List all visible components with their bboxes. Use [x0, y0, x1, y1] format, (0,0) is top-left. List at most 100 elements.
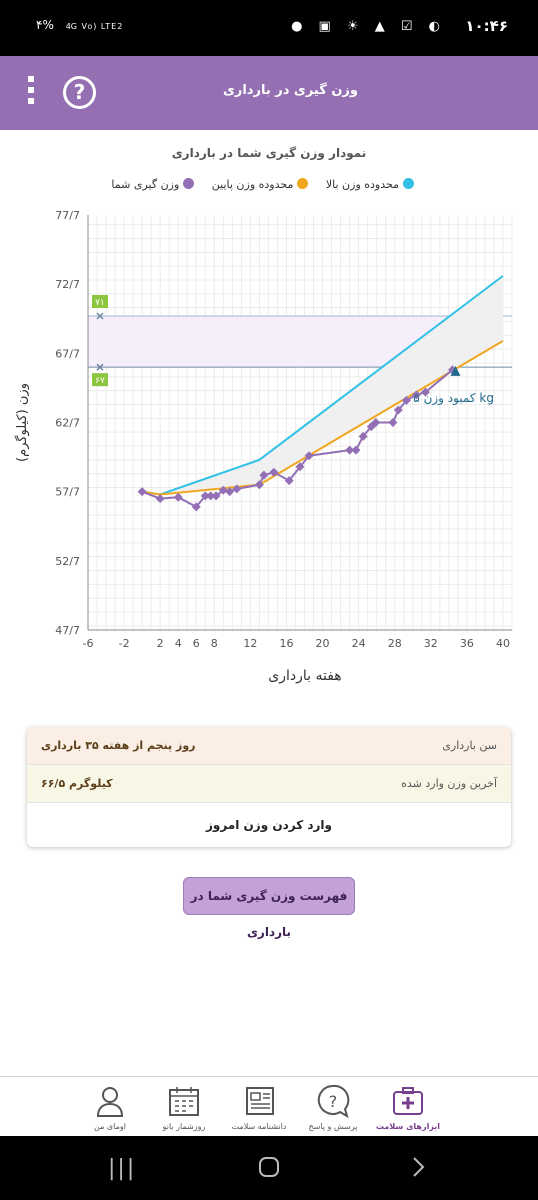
y-axis-title: وزن (کیلوگرم): [14, 383, 30, 462]
legend-dot-lower: [297, 178, 309, 189]
weight-point[interactable]: [401, 395, 411, 405]
weight-point[interactable]: [173, 492, 183, 502]
profile-icon: [96, 1087, 124, 1117]
legend-item-yours[interactable]: وزن گیری شما: [111, 178, 195, 191]
nav-item-health-tools[interactable]: ابزارهای سلامت: [368, 1083, 448, 1131]
weight-point[interactable]: [351, 445, 361, 455]
nav-label-encyclopedia: دانشنامه سلامت: [231, 1122, 287, 1131]
last-weight-row: آخرین وزن وارد شده ۶۶/۵ کیلوگرم: [27, 765, 511, 803]
target-weight-band: [88, 315, 453, 368]
weight-point[interactable]: [211, 491, 221, 501]
weight-point[interactable]: [284, 476, 294, 486]
band-upper-badge: [92, 294, 108, 308]
underweight-marker-icon: [450, 365, 461, 376]
back-icon[interactable]: [412, 1156, 426, 1184]
nav-item-calendar[interactable]: روزشمار بانو: [144, 1083, 224, 1131]
pregnancy-age-label: سن بارداری: [442, 739, 497, 752]
system-nav-bar: |||: [0, 1136, 538, 1200]
notification-icons: ● ▣ ☀ ▲ ☑ ◐: [291, 19, 446, 34]
last-weight-label: آخرین وزن وارد شده: [401, 777, 497, 790]
underweight-annotation: کمبود وزن ۵ kg: [413, 391, 494, 406]
weight-point[interactable]: [218, 485, 228, 495]
page-title: وزن گیری در بارداری: [222, 83, 358, 98]
band-upper-marker: [96, 312, 104, 320]
x-tick-label: 20: [316, 637, 330, 650]
newspaper-icon: [246, 1087, 274, 1115]
legend-label-yours: وزن گیری شما: [111, 178, 180, 191]
app-bar: ? وزن گیری در بارداری: [0, 56, 538, 130]
weight-point[interactable]: [304, 451, 314, 461]
weight-point[interactable]: [358, 431, 368, 441]
x-tick-label: -6: [83, 637, 94, 650]
x-tick-label: 12: [243, 637, 257, 650]
chart-legend: محدوده وزن بالا محدوده وزن پایین وزن گیر…: [97, 178, 414, 191]
nav-item-encyclopedia[interactable]: دانشنامه سلامت: [219, 1083, 299, 1131]
pregnancy-info-card: سن بارداری روز پنجم از هفته ۳۵ بارداری آ…: [27, 727, 511, 847]
x-tick-label: 36: [460, 637, 474, 650]
y-tick-label: 67/7: [55, 347, 80, 360]
weight-point[interactable]: [254, 480, 264, 490]
legend-label-upper: محدوده وزن بالا: [325, 178, 399, 191]
battery-percent: ۴%: [36, 18, 54, 32]
legend-label-lower: محدوده وزن پایین: [211, 178, 294, 191]
status-bar: ۴% 4G Vo) LTE2 ● ▣ ☀ ▲ ☑ ◐ ۱۰:۴۶: [0, 0, 538, 56]
legend-dot-upper: [403, 178, 414, 189]
battery-indicator: ۴% 4G Vo) LTE2: [36, 18, 123, 32]
weight-point[interactable]: [420, 387, 430, 397]
question-bubble-icon: ?: [317, 1084, 350, 1119]
weight-point[interactable]: [155, 494, 165, 504]
home-icon[interactable]: [258, 1156, 280, 1184]
y-tick-label: 72/7: [55, 278, 80, 291]
weight-point[interactable]: [371, 418, 381, 427]
chart-title: نمودار وزن گیری شما در بارداری: [171, 146, 367, 160]
weight-point[interactable]: [259, 470, 269, 480]
weight-point[interactable]: [269, 467, 279, 477]
x-axis-title: هفته بارداری: [268, 668, 341, 684]
weight-point[interactable]: [137, 487, 147, 497]
weight-point[interactable]: [411, 390, 421, 400]
help-icon[interactable]: ?: [63, 76, 96, 109]
weight-point[interactable]: [200, 491, 210, 501]
band-upper-label: ۷۱: [95, 298, 105, 308]
weight-point[interactable]: [388, 418, 398, 427]
medical-kit-icon: [393, 1087, 423, 1115]
y-tick-label: 62/7: [55, 417, 80, 430]
weight-point[interactable]: [345, 445, 355, 455]
nav-item-qa[interactable]: ? پرسش و پاسخ: [293, 1083, 373, 1131]
band-lower-badge: [92, 373, 108, 387]
y-tick-label: 77/7: [55, 209, 80, 222]
nav-label-qa: پرسش و پاسخ: [308, 1122, 358, 1131]
x-tick-label: 24: [352, 637, 366, 650]
nav-item-profile[interactable]: اومای من: [70, 1083, 150, 1131]
x-tick-label: 40: [496, 637, 510, 650]
calendar-icon: [169, 1087, 199, 1116]
y-tick-label: 57/7: [55, 486, 80, 499]
band-lower-label: ۶۷: [95, 376, 105, 386]
x-tick-label: 6: [193, 637, 200, 650]
lower-range-line: [141, 340, 504, 496]
more-vert-icon[interactable]: [24, 76, 38, 110]
pregnancy-age-row: سن بارداری روز پنجم از هفته ۳۵ بارداری: [27, 727, 511, 765]
y-tick-label: 52/7: [55, 555, 80, 568]
weight-point[interactable]: [225, 487, 235, 497]
x-tick-label: 28: [388, 637, 402, 650]
legend-dot-yours: [183, 178, 195, 189]
bottom-nav: ابزارهای سلامت ? پرسش و پاسخ دانشنامه سل…: [0, 1076, 538, 1136]
legend-item-upper[interactable]: محدوده وزن بالا: [326, 178, 414, 191]
weight-point[interactable]: [232, 484, 242, 494]
y-tick-label: 47/7: [55, 624, 80, 637]
weight-list-button[interactable]: فهرست وزن گیری شما در بارداری: [183, 877, 355, 939]
weight-point[interactable]: [191, 502, 201, 512]
x-tick-label: 8: [211, 637, 218, 650]
enter-today-weight-button[interactable]: وارد کردن وزن امروز: [206, 818, 332, 832]
recent-apps-icon[interactable]: |||: [108, 1156, 137, 1181]
last-weight-value: ۶۶/۵ کیلوگرم: [41, 777, 113, 790]
clock: ۱۰:۴۶: [465, 17, 508, 35]
x-tick-label: 2: [157, 637, 164, 650]
weight-point[interactable]: [206, 491, 216, 501]
x-tick-label: 16: [279, 637, 293, 650]
weight-point[interactable]: [295, 462, 305, 472]
legend-item-lower[interactable]: محدوده وزن پایین: [212, 178, 309, 191]
weight-point[interactable]: [393, 405, 403, 415]
network-indicator: 4G Vo) LTE2: [65, 22, 124, 31]
